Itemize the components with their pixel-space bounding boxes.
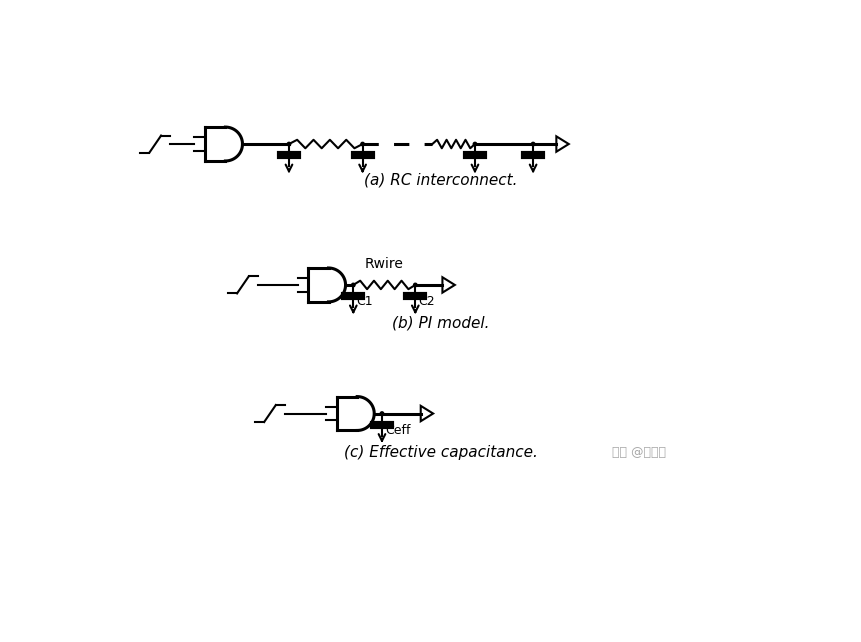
Circle shape: [531, 143, 535, 146]
Circle shape: [361, 143, 364, 146]
Text: 知乎 @赵俊军: 知乎 @赵俊军: [611, 446, 666, 458]
Text: C2: C2: [418, 295, 435, 308]
Text: Ceff: Ceff: [385, 424, 411, 437]
Text: (b) PI model.: (b) PI model.: [392, 316, 490, 331]
Text: (c) Effective capacitance.: (c) Effective capacitance.: [344, 444, 538, 460]
Circle shape: [381, 412, 384, 415]
Text: C1: C1: [356, 295, 373, 308]
Circle shape: [413, 283, 417, 286]
Circle shape: [474, 143, 477, 146]
Circle shape: [351, 283, 355, 286]
Circle shape: [288, 143, 291, 146]
Text: Rwire: Rwire: [365, 257, 404, 271]
Text: (a) RC interconnect.: (a) RC interconnect.: [364, 173, 517, 187]
